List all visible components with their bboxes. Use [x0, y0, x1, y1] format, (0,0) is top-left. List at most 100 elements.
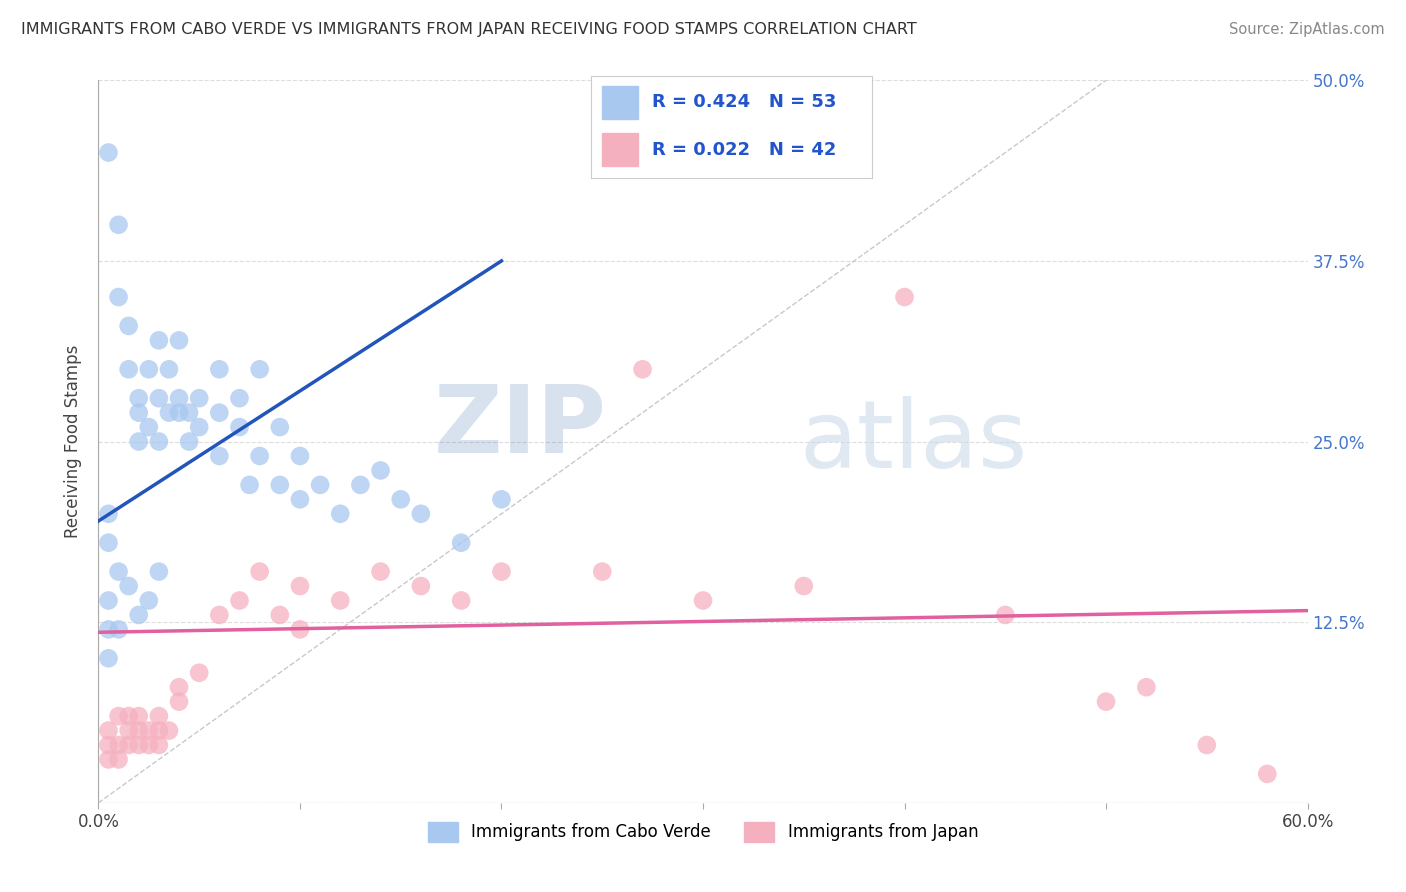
Bar [602, 133, 638, 166]
Point [128, 434, 150, 449]
Point [138, 420, 160, 434]
Point [97, 738, 120, 752]
Point [208, 607, 231, 622]
Text: R = 0.424   N = 53: R = 0.424 N = 53 [652, 94, 837, 112]
Point [179, 434, 201, 449]
Point [591, 565, 613, 579]
Point [1095, 695, 1118, 709]
Point [179, 406, 201, 420]
Point [138, 738, 160, 752]
Point [188, 420, 211, 434]
Point [97, 623, 120, 637]
Point [97, 752, 120, 766]
Point [450, 593, 472, 607]
Text: ZIP: ZIP [433, 381, 606, 473]
Point [118, 579, 141, 593]
Point [118, 362, 141, 376]
Point [167, 391, 190, 405]
Point [188, 391, 211, 405]
Point [249, 362, 271, 376]
Point [107, 752, 129, 766]
Point [107, 218, 129, 232]
Text: atlas: atlas [800, 395, 1028, 488]
Point [148, 565, 170, 579]
Point [157, 406, 180, 420]
Point [97, 507, 120, 521]
Point [491, 565, 513, 579]
Point [128, 607, 150, 622]
Point [157, 362, 180, 376]
Point [97, 145, 120, 160]
Point [409, 579, 432, 593]
Point [107, 565, 129, 579]
Point [118, 318, 141, 333]
Legend: Immigrants from Cabo Verde, Immigrants from Japan: Immigrants from Cabo Verde, Immigrants f… [422, 815, 984, 848]
Point [208, 449, 231, 463]
Point [269, 607, 291, 622]
Point [329, 507, 352, 521]
Point [893, 290, 915, 304]
Point [107, 623, 129, 637]
Point [188, 665, 211, 680]
Point [157, 723, 180, 738]
Point [167, 334, 190, 348]
Point [148, 391, 170, 405]
Point [167, 406, 190, 420]
Point [118, 709, 141, 723]
Point [793, 579, 815, 593]
Point [288, 449, 311, 463]
Point [288, 623, 311, 637]
Point [138, 362, 160, 376]
Point [370, 463, 392, 477]
Point [269, 478, 291, 492]
Point [138, 593, 160, 607]
Text: IMMIGRANTS FROM CABO VERDE VS IMMIGRANTS FROM JAPAN RECEIVING FOOD STAMPS CORREL: IMMIGRANTS FROM CABO VERDE VS IMMIGRANTS… [21, 22, 917, 37]
Point [491, 492, 513, 507]
Point [128, 738, 150, 752]
Point [994, 607, 1017, 622]
Point [97, 651, 120, 665]
Point [107, 709, 129, 723]
Point [409, 507, 432, 521]
Point [148, 723, 170, 738]
Point [118, 723, 141, 738]
Point [128, 709, 150, 723]
Point [208, 406, 231, 420]
Point [370, 565, 392, 579]
Text: Source: ZipAtlas.com: Source: ZipAtlas.com [1229, 22, 1385, 37]
Point [631, 362, 654, 376]
Point [107, 290, 129, 304]
Point [309, 478, 332, 492]
Point [269, 420, 291, 434]
Point [228, 593, 250, 607]
Point [97, 593, 120, 607]
Point [128, 406, 150, 420]
Point [249, 565, 271, 579]
Point [148, 334, 170, 348]
Point [107, 738, 129, 752]
Point [450, 535, 472, 549]
Point [138, 723, 160, 738]
Point [167, 680, 190, 694]
Bar [602, 87, 638, 119]
Point [128, 723, 150, 738]
Point [97, 535, 120, 549]
Text: R = 0.022   N = 42: R = 0.022 N = 42 [652, 141, 837, 159]
Point [167, 695, 190, 709]
Point [349, 478, 371, 492]
Point [118, 738, 141, 752]
Point [208, 362, 231, 376]
Point [288, 579, 311, 593]
Point [128, 391, 150, 405]
Point [329, 593, 352, 607]
Point [228, 420, 250, 434]
Point [239, 478, 262, 492]
Point [288, 492, 311, 507]
Y-axis label: Receiving Food Stamps: Receiving Food Stamps [65, 345, 83, 538]
Point [389, 492, 412, 507]
Point [97, 723, 120, 738]
Point [1256, 767, 1278, 781]
Point [249, 449, 271, 463]
Point [228, 391, 250, 405]
Point [1135, 680, 1157, 694]
